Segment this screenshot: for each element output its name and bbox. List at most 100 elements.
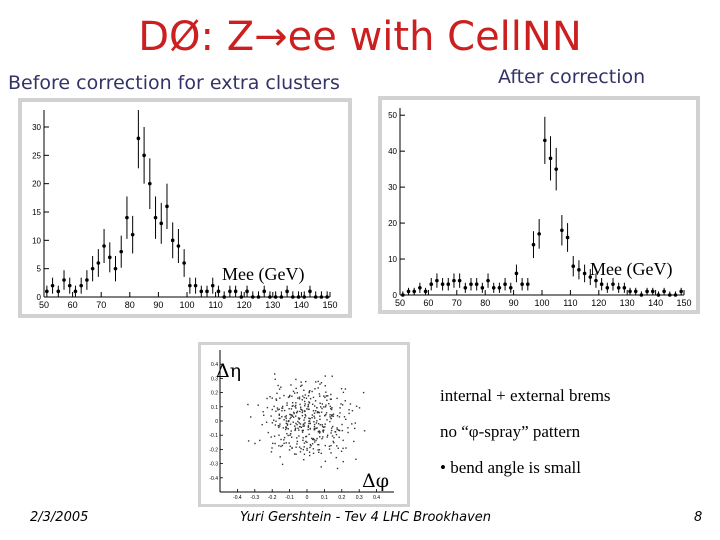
scatter-dot	[308, 402, 311, 404]
data-point	[486, 278, 490, 283]
scatter-dot	[304, 403, 306, 405]
data-point	[423, 289, 428, 294]
scatter-dot	[303, 446, 305, 448]
plot-background	[382, 100, 696, 310]
scatter-dot	[306, 441, 308, 444]
scatter-dot	[298, 398, 301, 400]
scatter-dot	[319, 395, 321, 397]
scatter-dot	[281, 463, 284, 466]
scatter-dot	[293, 392, 296, 394]
scatter-dot	[308, 422, 310, 425]
scatter-dot	[265, 421, 268, 423]
data-point	[469, 282, 473, 287]
scatter-dot	[297, 417, 300, 419]
scatter-dot	[289, 423, 292, 425]
scatter-dot	[302, 429, 304, 432]
y-tick-label: 0	[393, 291, 398, 300]
scatter-dot	[328, 445, 331, 448]
y-tick-label: 30	[388, 183, 397, 192]
x-tick-label: 140	[648, 298, 663, 308]
scatter-dot	[312, 437, 315, 440]
scatter-dot	[324, 444, 327, 447]
scatter-dot	[353, 427, 356, 430]
scatter-dot	[323, 395, 325, 397]
x-tick-label: 90	[509, 298, 519, 308]
scatter-dot	[301, 384, 303, 386]
scatter-dot	[330, 432, 332, 434]
plot-background	[22, 102, 348, 314]
scatter-dot	[294, 425, 296, 427]
data-point	[45, 289, 49, 294]
note-brems: internal + external brems	[440, 386, 611, 405]
scatter-dot	[363, 430, 366, 432]
scatter-dot	[295, 387, 297, 390]
scatter-dot	[296, 437, 298, 439]
scatter-dot	[320, 406, 322, 408]
x-tick-label: 0	[306, 495, 309, 501]
data-point	[159, 221, 164, 226]
scatter-dot	[285, 415, 287, 417]
scatter-dot	[289, 413, 291, 416]
scatter-dot	[298, 418, 300, 420]
scatter-dot	[315, 410, 317, 412]
scatter-dot	[288, 442, 290, 444]
scatter-dot	[330, 417, 333, 420]
scatter-dot	[314, 441, 316, 443]
y-tick-label: -0.4	[209, 476, 218, 482]
data-point	[296, 295, 301, 299]
scatter-dot	[355, 405, 358, 407]
x-tick-label: 80	[125, 300, 135, 310]
data-point	[537, 232, 541, 236]
scatter-dot	[295, 446, 297, 448]
scatter-dot	[336, 415, 339, 417]
scatter-dot	[339, 412, 341, 414]
x-tick-label: 50	[39, 300, 49, 310]
scatter-dot	[277, 384, 279, 387]
scatter-dot	[271, 397, 273, 399]
scatter-dot	[325, 413, 327, 416]
data-point	[435, 278, 439, 283]
scatter-dot	[297, 397, 299, 399]
scatter-dot	[306, 449, 308, 451]
left-x-axis-label: Mee (GeV)	[222, 264, 305, 284]
scatter-dot	[325, 404, 327, 406]
x-tick-label: 150	[676, 298, 691, 308]
footer-page-number: 8	[694, 510, 703, 525]
scatter-dot	[313, 405, 316, 407]
scatter-dot	[299, 425, 301, 428]
scatter-dot	[312, 452, 315, 455]
scatter-dot	[285, 427, 288, 429]
data-point	[62, 278, 66, 282]
scatter-dot	[319, 418, 321, 421]
x-tick-label: 110	[208, 300, 222, 310]
scatter-dot	[286, 423, 289, 425]
y-tick-label: 0.2	[211, 391, 218, 397]
scatter-dot	[313, 417, 316, 419]
scatter-dot	[270, 415, 272, 417]
data-point	[90, 266, 95, 271]
scatter-dot	[318, 393, 321, 395]
scatter-dot	[295, 378, 297, 381]
scatter-dot	[280, 445, 282, 448]
scatter-dot	[344, 388, 347, 390]
scatter-dot	[300, 409, 303, 411]
slide-title: DØ: Z→ee with CellNN	[138, 14, 582, 60]
data-point	[639, 293, 644, 297]
scatter-dot	[273, 435, 276, 437]
scatter-dot	[281, 405, 284, 408]
scatter-dot	[271, 408, 273, 411]
scatter-dot	[297, 420, 299, 423]
scatter-dot	[301, 414, 304, 417]
scatter-dot	[319, 383, 321, 385]
scatter-dot	[328, 402, 330, 405]
scatter-dot	[326, 436, 329, 438]
data-point	[119, 249, 124, 254]
scatter-dot	[291, 395, 293, 397]
scatter-dot	[301, 431, 304, 433]
scatter-dot	[294, 429, 296, 432]
scatter-dot	[291, 402, 294, 404]
scatter-dot	[342, 391, 345, 394]
scatter-dot	[274, 442, 276, 445]
scatter-dot	[278, 414, 281, 416]
scatter-dot	[312, 438, 314, 441]
